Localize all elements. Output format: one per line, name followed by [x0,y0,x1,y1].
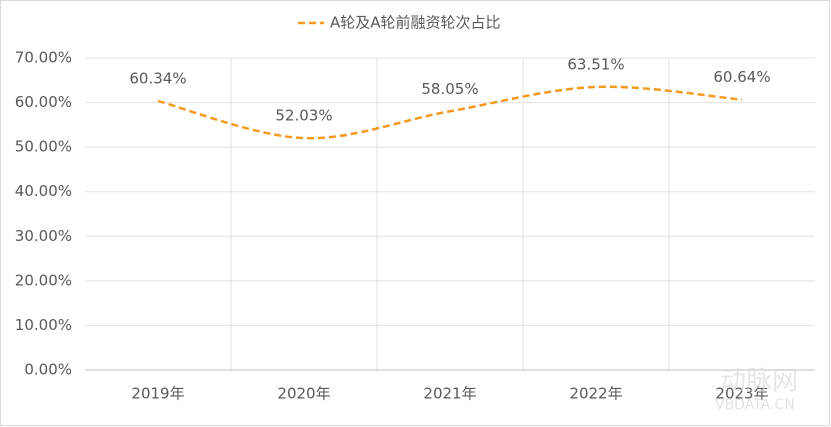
x-tick-label: 2020年 [277,385,330,403]
y-tick-label: 30.00% [15,227,72,245]
y-tick-label: 70.00% [15,49,72,67]
data-label: 58.05% [421,80,478,98]
watermark-logo: 动脉网 [720,367,798,397]
x-tick-label: 2019年 [131,385,184,403]
y-tick-label: 50.00% [15,138,72,156]
x-tick-label: 2023年 [715,385,768,403]
watermark-url: VBDATA.CN [715,397,795,413]
line [157,85,743,140]
x-tick-label: 2022年 [569,385,622,403]
x-tick-label: 2021年 [423,385,476,403]
data-label: 63.51% [567,55,624,73]
data-label: 60.34% [129,70,186,88]
legend-label: A轮及A轮前融资轮次占比 [330,14,501,32]
y-tick-label: 40.00% [15,182,72,200]
y-tick-label: 60.00% [15,93,72,111]
y-tick-label: 0.00% [24,361,72,379]
data-label: 60.64% [713,68,770,86]
y-tick-label: 10.00% [15,316,72,334]
y-tick-label: 20.00% [15,271,72,289]
data-label: 52.03% [275,107,332,125]
